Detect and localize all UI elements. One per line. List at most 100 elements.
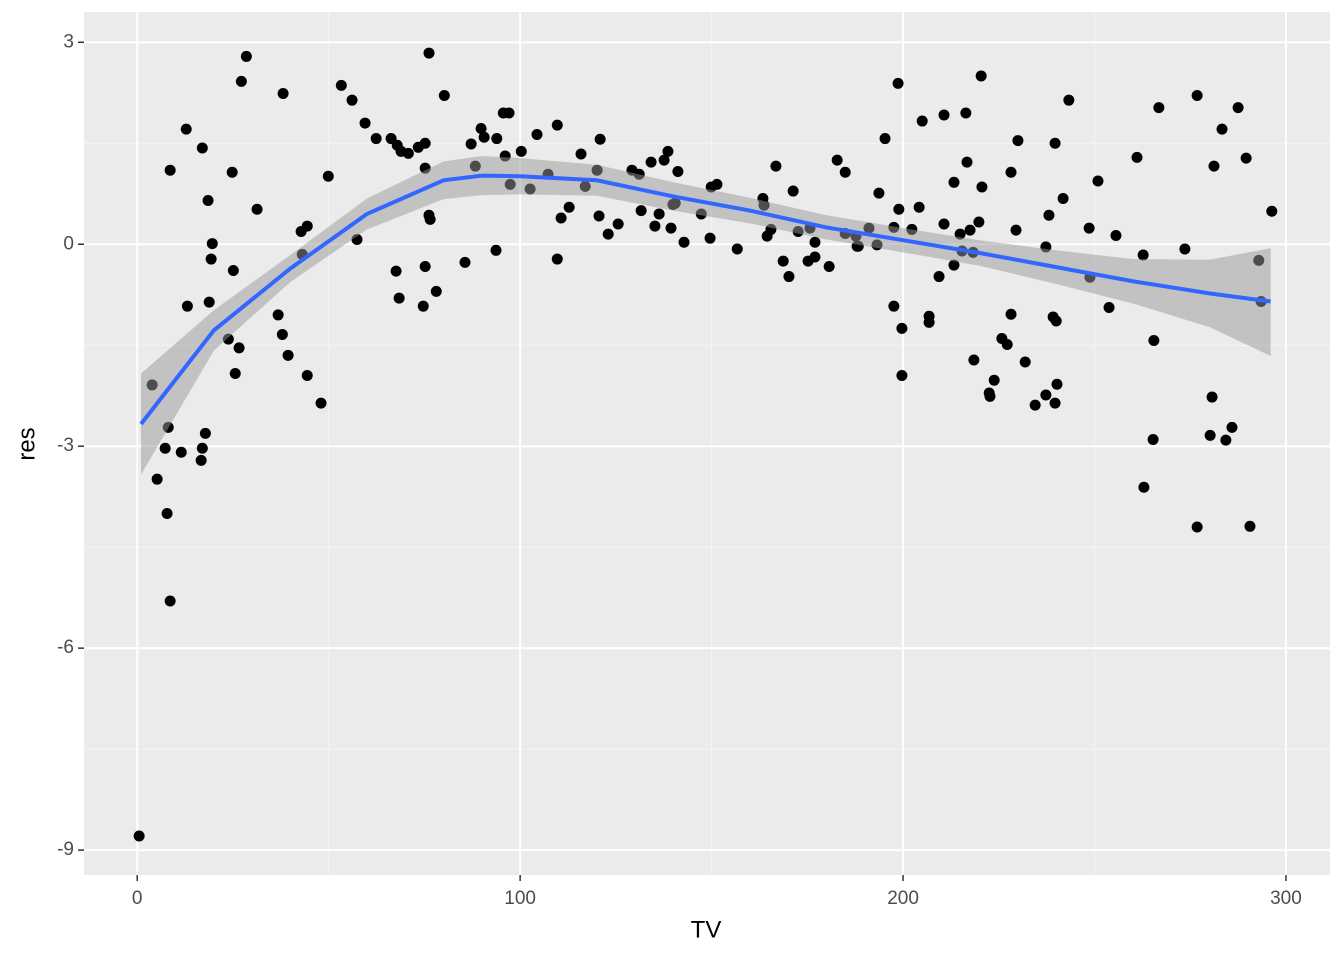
point — [988, 374, 1000, 386]
point — [678, 236, 690, 248]
point — [555, 212, 567, 224]
point — [393, 292, 405, 304]
point — [1240, 152, 1252, 164]
y-tick-label: -3 — [57, 435, 74, 456]
point — [235, 75, 247, 87]
point — [1244, 520, 1256, 532]
point — [923, 316, 935, 328]
point — [196, 142, 208, 154]
point — [465, 138, 477, 150]
point — [161, 508, 173, 520]
point — [424, 213, 436, 225]
point — [475, 122, 487, 134]
point — [240, 50, 252, 62]
point — [335, 79, 347, 91]
point — [888, 300, 900, 312]
point — [783, 271, 795, 283]
point — [1005, 166, 1017, 178]
y-tick-label: 0 — [63, 233, 74, 254]
point — [251, 203, 263, 215]
point — [1191, 521, 1203, 533]
point — [478, 131, 490, 143]
x-tick-label: 300 — [1270, 888, 1302, 909]
y-tick-label: -9 — [57, 839, 74, 860]
point — [649, 220, 661, 232]
point — [594, 133, 606, 145]
point — [777, 255, 789, 267]
point — [662, 145, 674, 157]
point — [1204, 429, 1216, 441]
point — [1057, 192, 1069, 204]
point — [1148, 335, 1160, 347]
point — [419, 137, 431, 149]
point — [787, 185, 799, 197]
panel — [84, 12, 1330, 875]
x-tick-label: 0 — [132, 888, 143, 909]
point — [423, 47, 435, 59]
point — [1001, 339, 1013, 351]
y-tick-label: 3 — [63, 31, 74, 52]
point — [1232, 102, 1244, 114]
point — [1147, 433, 1159, 445]
point — [984, 390, 996, 402]
point — [159, 442, 171, 454]
point — [933, 271, 945, 283]
point — [1012, 135, 1024, 147]
point — [1051, 378, 1063, 390]
point — [229, 367, 241, 379]
point — [205, 253, 217, 265]
point — [839, 166, 851, 178]
point — [276, 328, 288, 340]
point — [593, 210, 605, 222]
point — [1137, 249, 1149, 261]
point — [896, 322, 908, 334]
point — [438, 89, 450, 101]
point — [948, 259, 960, 271]
point — [1179, 243, 1191, 255]
point — [206, 238, 218, 250]
point — [704, 232, 716, 244]
point — [277, 87, 289, 99]
point — [612, 218, 624, 230]
point — [390, 265, 402, 277]
point — [893, 203, 905, 215]
point — [199, 427, 211, 439]
point — [1226, 421, 1238, 433]
point — [1216, 123, 1228, 135]
point — [1110, 229, 1122, 241]
point — [1050, 315, 1062, 327]
point — [1049, 137, 1061, 149]
point — [1206, 391, 1218, 403]
point — [770, 160, 782, 172]
point — [672, 166, 684, 178]
point — [164, 164, 176, 176]
point — [1138, 481, 1150, 493]
point — [913, 201, 925, 213]
point — [1131, 151, 1143, 163]
point — [961, 156, 973, 168]
point — [938, 109, 950, 121]
y-tick-label: -6 — [57, 637, 74, 658]
point — [491, 133, 503, 145]
point — [419, 260, 431, 272]
point — [658, 154, 670, 166]
x-axis-title: TV — [691, 916, 722, 943]
point — [151, 473, 163, 485]
point — [227, 264, 239, 276]
point — [1092, 175, 1104, 187]
point — [430, 285, 442, 297]
point — [531, 129, 543, 141]
point — [1019, 356, 1031, 368]
point — [175, 446, 187, 458]
point — [1083, 222, 1095, 234]
point — [1191, 89, 1203, 101]
point — [196, 442, 208, 454]
point — [1005, 308, 1017, 320]
point — [873, 187, 885, 199]
point — [948, 176, 960, 188]
point — [370, 133, 382, 145]
point — [1153, 102, 1165, 114]
point — [1266, 205, 1278, 217]
